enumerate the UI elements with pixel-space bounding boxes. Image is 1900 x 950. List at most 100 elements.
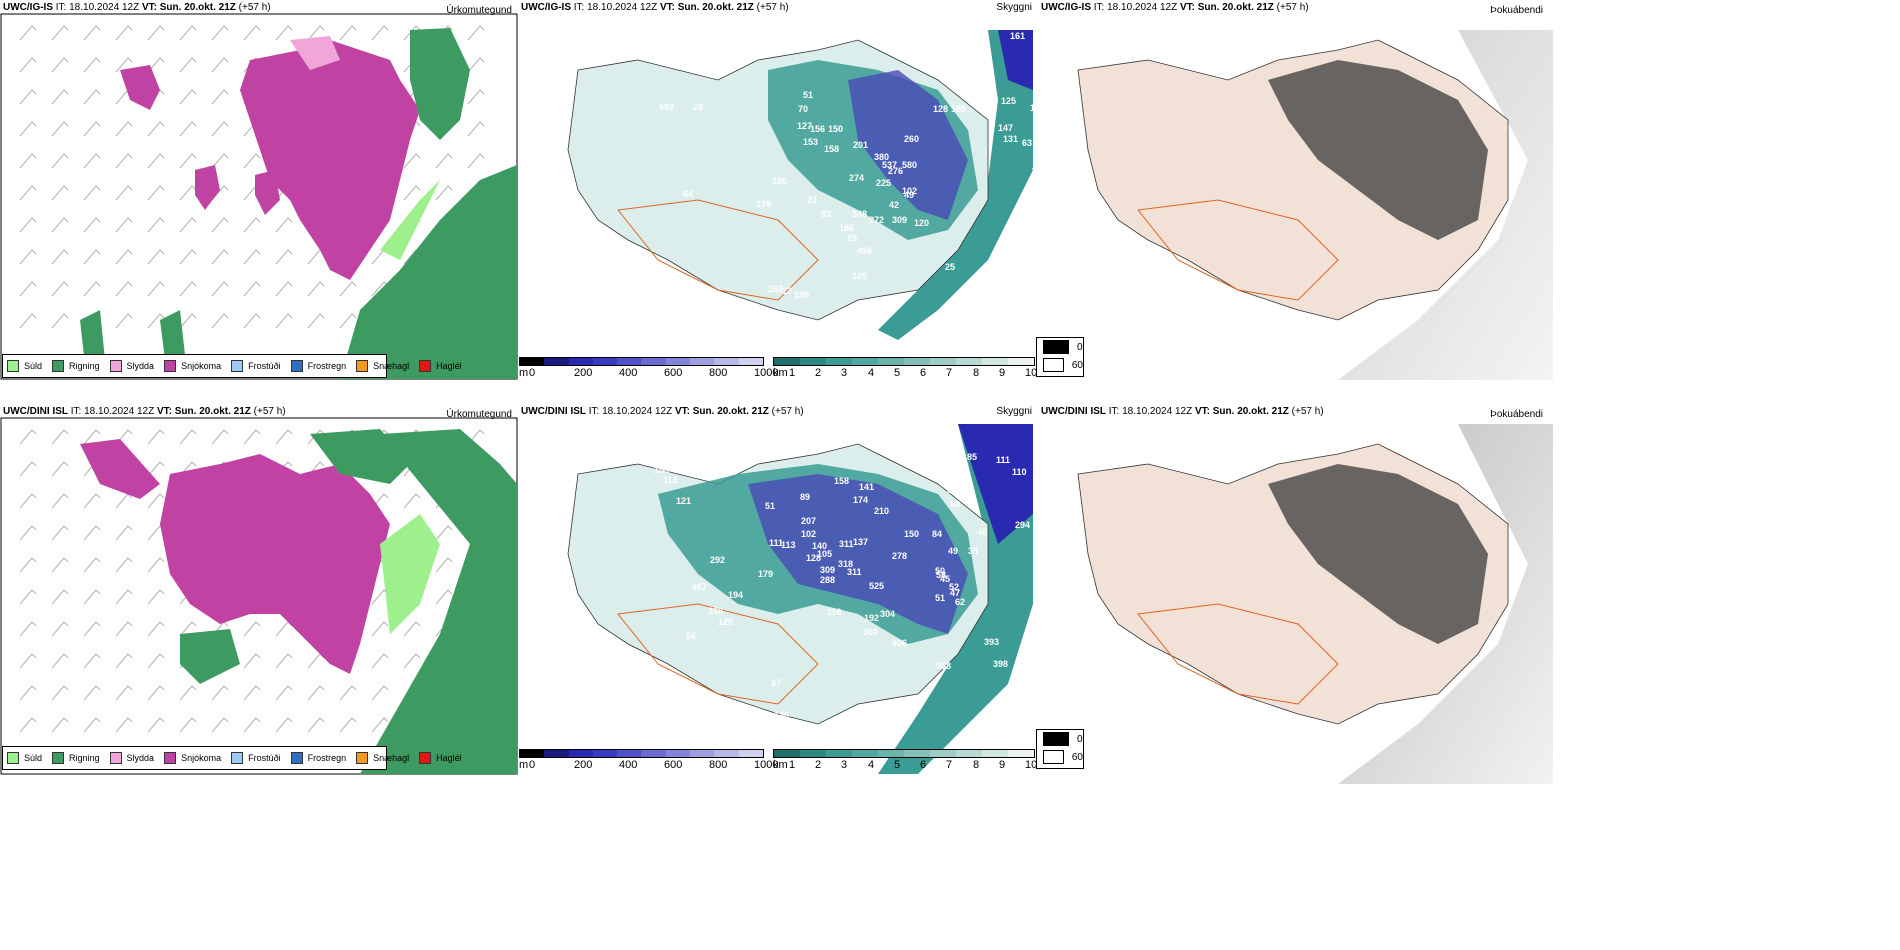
legend-label: Súld <box>24 753 43 763</box>
ceiling-value-label: 192 <box>864 613 880 623</box>
fog-scale-swatch-60 <box>1043 358 1064 372</box>
ceiling-value-label: 260 <box>904 134 920 144</box>
legend-label: Snæhagl <box>373 753 410 763</box>
scale-tick: 2 <box>815 367 822 379</box>
ceiling-value-label: 325 <box>852 271 868 281</box>
panel-header: UWC/IG-IS IT: 18.10.2024 12Z VT: Sun. 20… <box>3 2 271 13</box>
legend-label: Slydda <box>126 753 155 763</box>
ceiling-value-label: 276 <box>888 166 904 176</box>
drizzle-area <box>380 514 440 634</box>
legend-swatch <box>109 360 122 372</box>
ceiling-value-label: 84 <box>932 529 943 539</box>
ceiling-value-label: 50 <box>935 566 946 576</box>
rain-area-sw <box>80 310 105 365</box>
ceiling-value-label: 201 <box>853 140 869 150</box>
fog-sea <box>1338 30 1553 380</box>
scale-tick: 800 <box>709 367 728 379</box>
scale-tick: 3 <box>841 759 848 771</box>
cloud-visibility-map <box>567 424 1033 774</box>
ceiling-value-label: 50 <box>1034 207 1038 217</box>
panel-header: UWC/DINI ISL IT: 18.10.2024 12Z VT: Sun.… <box>521 406 804 417</box>
ceiling-value-label: 110 <box>1012 467 1027 477</box>
visibility-scale: km 1 2 3 4 5 6 7 8 9 10 <box>773 357 1037 379</box>
ceiling-value-label: 272 <box>869 215 885 225</box>
legend-swatch <box>356 360 369 372</box>
cloud-visibility-panel-row2: UWC/DINI ISL IT: 18.10.2024 12Z VT: Sun.… <box>518 404 1038 794</box>
visibility-scale: km 1 2 3 4 5 6 7 8 9 10 <box>773 749 1037 771</box>
legend-swatch <box>231 752 244 764</box>
ceiling-value-label: 113 <box>663 475 678 485</box>
ceiling-value-label: 467 <box>692 582 708 592</box>
ceiling-value-label: 692 <box>659 102 675 112</box>
precip-type-panel-row1: UWC/IG-IS IT: 18.10.2024 12Z VT: Sun. 20… <box>0 0 518 390</box>
legend-item-slydda: Slydda <box>109 360 154 372</box>
roads <box>1137 603 1339 705</box>
scale-tick: 600 <box>664 367 683 379</box>
fog-scale-swatch-0 <box>1043 732 1069 746</box>
ceiling-value-label: 44 <box>539 136 550 146</box>
ceiling-value-label: 136 <box>774 710 790 720</box>
panel-title: Úrkomutegund <box>446 409 512 420</box>
ceiling-value-label: 45 <box>940 574 951 584</box>
precip-type-legend: Súld Rigning Slydda Snjókoma Frostúði Frostre… <box>2 354 462 378</box>
fog-scale-swatch-0 <box>1043 340 1069 354</box>
fog-dark-area <box>1268 464 1488 644</box>
ceiling-value-label: 89 <box>800 492 811 502</box>
rain-area-s <box>160 310 185 360</box>
scale-tick: 4 <box>868 367 875 379</box>
ceiling-value-label: 288 <box>820 575 836 585</box>
scale-tick: 5 <box>894 759 901 771</box>
ceiling-value-label: 398 <box>993 659 1009 669</box>
legend-item-rigning: Rigning <box>52 360 100 372</box>
fog-scale: 0 60 <box>1036 729 1084 769</box>
ceiling-value-label: 56 <box>686 631 697 641</box>
ceiling-area <box>748 474 968 634</box>
ceiling-area-ne <box>958 424 1033 544</box>
rain-area-e <box>360 429 517 774</box>
legend-item-súld: Súld <box>7 360 42 372</box>
fog-scale-label-60: 60 <box>1071 751 1083 763</box>
legend-label: Rigning <box>69 361 100 371</box>
snow-area-nw <box>120 65 160 110</box>
ceiling-value-label: 156 <box>810 124 826 134</box>
ceiling-value-label: 42 <box>889 200 900 210</box>
ceiling-value-label: 56 <box>531 163 542 173</box>
scale-tick: 0 <box>529 759 536 771</box>
ceiling-value-label: 121 <box>676 496 692 506</box>
cloud-visibility-map <box>567 30 1033 340</box>
legend-item-súld: Súld <box>7 752 42 764</box>
fog-scale-label-0: 0 <box>1077 341 1083 353</box>
ceiling-scale: m 0 200 400 600 800 1000 <box>519 749 778 771</box>
ceiling-value-label: 102 <box>902 186 918 196</box>
fog-scale-swatch-60 <box>1043 750 1064 764</box>
ceiling-value-label: 406 <box>892 638 908 648</box>
rain-area-w <box>180 629 240 684</box>
ceiling-value-label: 318 <box>838 559 854 569</box>
ceiling-value-label: 139 <box>893 449 909 459</box>
fog-dark-area <box>1268 60 1488 240</box>
ceiling-value-label: 348 <box>852 209 868 219</box>
ceiling-value-label: 309 <box>892 215 908 225</box>
ceiling-value-label: 537 <box>882 160 898 170</box>
panel-title: Skyggni <box>996 406 1032 417</box>
ceiling-value-label: 38 <box>549 187 560 197</box>
legend-item-haglél: Haglél <box>419 360 462 372</box>
ceiling-value-label: 51 <box>803 90 814 100</box>
ceiling-value-label: 360 <box>863 627 879 637</box>
ceiling-value-label: 40 <box>977 527 988 537</box>
ceiling-value-label: 102 <box>801 529 817 539</box>
legend-item-haglél: Haglél <box>419 752 462 764</box>
legend-label: Haglél <box>436 361 462 371</box>
ceiling-value-label: 158 <box>654 465 670 475</box>
precip-type-map <box>0 417 518 775</box>
panel-header: UWC/IG-IS IT: 18.10.2024 12Z VT: Sun. 20… <box>1041 2 1309 13</box>
ceiling-value-label: 225 <box>876 178 892 188</box>
rain-area-ne <box>410 28 470 140</box>
ceiling-value-label: 33 <box>968 546 979 556</box>
ceiling-value-label: 87 <box>771 678 782 688</box>
ceiling-value-label: 207 <box>801 516 817 526</box>
legend-swatch <box>7 752 19 764</box>
legend-swatch <box>164 752 177 764</box>
legend-swatch <box>356 752 369 764</box>
snow-area-nw <box>80 439 160 499</box>
